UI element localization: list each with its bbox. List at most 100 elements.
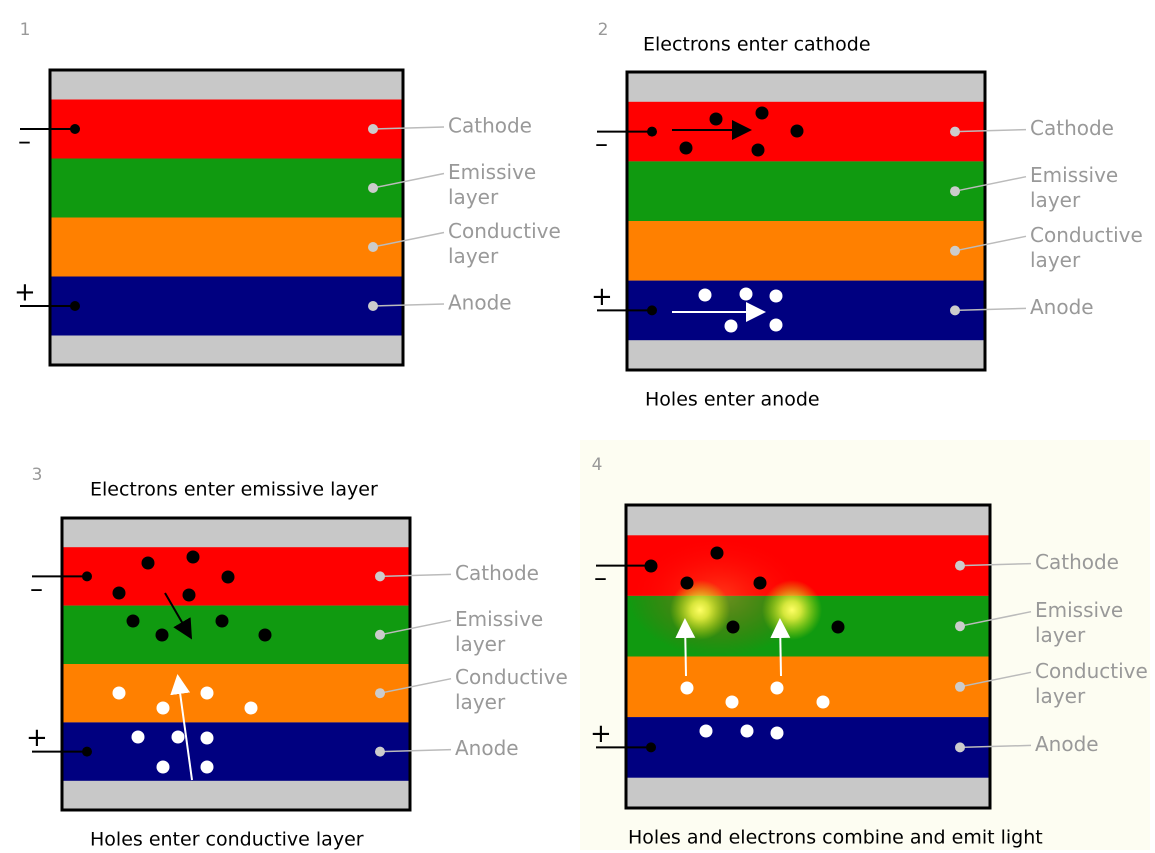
layer bbox=[52, 159, 402, 218]
electron bbox=[680, 142, 693, 155]
layer-label: Conductive bbox=[1035, 659, 1148, 683]
caption-bottom: Holes enter anode bbox=[645, 389, 820, 411]
anode-terminal bbox=[82, 747, 92, 757]
panel-number: 3 bbox=[32, 465, 43, 485]
cathode-terminal bbox=[82, 571, 92, 581]
label-dot bbox=[375, 747, 385, 757]
anode-terminal bbox=[647, 305, 657, 315]
layer-label: Conductive bbox=[455, 665, 568, 689]
layer-label: Anode bbox=[1035, 732, 1099, 756]
label-dot bbox=[950, 186, 960, 196]
caption-top: Electrons enter emissive layer bbox=[90, 479, 378, 501]
layer-label: Conductive bbox=[448, 219, 561, 243]
layer-label: Emissive bbox=[1030, 163, 1118, 187]
electron bbox=[156, 629, 169, 642]
electron bbox=[183, 589, 196, 602]
hole bbox=[771, 682, 784, 695]
hole bbox=[132, 731, 145, 744]
caption-bottom: Holes enter conductive layer bbox=[90, 829, 364, 851]
layer bbox=[52, 277, 402, 336]
layer-label: layer bbox=[1030, 248, 1081, 272]
layer bbox=[64, 606, 409, 664]
label-dot bbox=[368, 242, 378, 252]
electron bbox=[756, 107, 769, 120]
hole bbox=[740, 288, 753, 301]
electron bbox=[127, 615, 140, 628]
layer-label: layer bbox=[1030, 188, 1081, 212]
hole bbox=[700, 725, 713, 738]
electron bbox=[727, 621, 740, 634]
layer-label: Cathode bbox=[448, 114, 532, 138]
label-dot bbox=[955, 682, 965, 692]
minus-sign: – bbox=[594, 563, 607, 593]
electron bbox=[832, 621, 845, 634]
layer bbox=[629, 161, 984, 221]
minus-sign: – bbox=[595, 129, 608, 159]
plus-sign: + bbox=[26, 723, 48, 753]
panel-number: 4 bbox=[592, 455, 603, 475]
label-dot bbox=[368, 124, 378, 134]
caption-top: Electrons enter cathode bbox=[643, 34, 871, 56]
panel: 1CathodeEmissivelayerConductivelayerAnod… bbox=[14, 20, 561, 365]
layer-label: Anode bbox=[1030, 295, 1094, 319]
electron bbox=[222, 571, 235, 584]
electron bbox=[259, 629, 272, 642]
layer-label: Cathode bbox=[455, 561, 539, 585]
label-dot bbox=[955, 561, 965, 571]
layer bbox=[64, 722, 409, 780]
layer-label: layer bbox=[1035, 684, 1086, 708]
electron bbox=[142, 557, 155, 570]
hole bbox=[771, 727, 784, 740]
panel-number: 2 bbox=[598, 20, 609, 40]
anode-terminal bbox=[70, 301, 80, 311]
caption-bottom: Holes and electrons combine and emit lig… bbox=[628, 827, 1043, 849]
label-dot bbox=[955, 742, 965, 752]
panel: 3 Electrons enter emissive layer Holes ent… bbox=[26, 465, 568, 851]
hole bbox=[725, 320, 738, 333]
electron bbox=[710, 113, 723, 126]
hole bbox=[741, 725, 754, 738]
electron bbox=[216, 615, 229, 628]
electron bbox=[711, 547, 724, 560]
electron bbox=[754, 577, 767, 590]
light-emission bbox=[762, 580, 822, 640]
hole bbox=[201, 687, 214, 700]
plus-sign: + bbox=[590, 719, 612, 749]
electron bbox=[645, 560, 658, 573]
hole bbox=[770, 319, 783, 332]
electron bbox=[681, 577, 694, 590]
label-dot bbox=[368, 301, 378, 311]
hole bbox=[157, 761, 170, 774]
anode-terminal bbox=[646, 742, 656, 752]
layer-label: Emissive bbox=[455, 607, 543, 631]
hole bbox=[245, 702, 258, 715]
plus-sign: + bbox=[14, 278, 36, 308]
hole bbox=[172, 731, 185, 744]
hole bbox=[770, 290, 783, 303]
cathode-terminal bbox=[70, 124, 80, 134]
layer bbox=[52, 100, 402, 159]
electron bbox=[113, 587, 126, 600]
layer-label: layer bbox=[448, 185, 499, 209]
layer-label: Cathode bbox=[1030, 116, 1114, 140]
light-emission bbox=[670, 580, 730, 640]
label-dot bbox=[950, 305, 960, 315]
motion-arrow bbox=[685, 622, 686, 676]
layer bbox=[629, 221, 984, 281]
layer-label: Anode bbox=[448, 291, 512, 315]
layer-label: layer bbox=[448, 244, 499, 268]
layer-label: layer bbox=[1035, 623, 1086, 647]
label-dot bbox=[375, 630, 385, 640]
hole bbox=[699, 289, 712, 302]
electron bbox=[791, 125, 804, 138]
layer bbox=[629, 281, 984, 341]
layer-label: layer bbox=[455, 632, 506, 656]
motion-arrow bbox=[780, 622, 781, 676]
hole bbox=[201, 732, 214, 745]
hole bbox=[157, 702, 170, 715]
minus-sign: – bbox=[30, 574, 43, 604]
layer-label: layer bbox=[455, 690, 506, 714]
layer bbox=[628, 717, 989, 778]
hole bbox=[113, 687, 126, 700]
oled-diagram: 1CathodeEmissivelayerConductivelayerAnod… bbox=[0, 0, 1155, 853]
